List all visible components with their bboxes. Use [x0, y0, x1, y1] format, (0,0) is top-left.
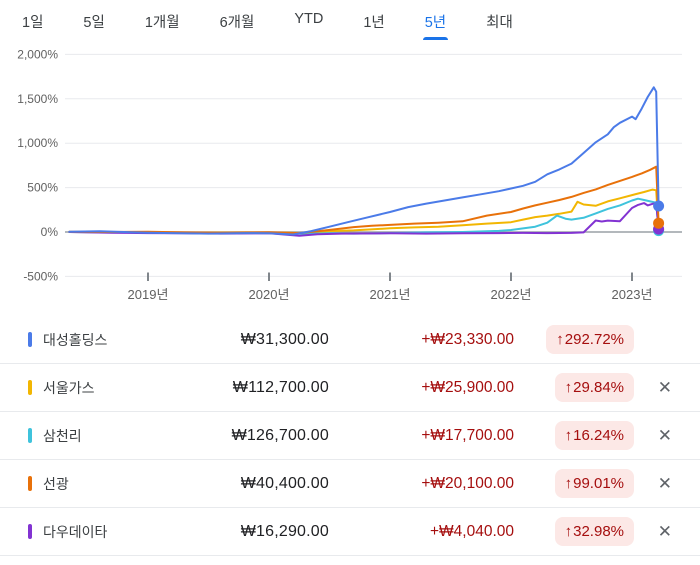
stock-name[interactable]: 서울가스: [43, 379, 95, 396]
stock-price-change: +₩23,330.00: [421, 330, 514, 348]
stock-price: ₩16,290.00: [240, 522, 329, 540]
watchlist-row-대성홀딩스: 대성홀딩스 ₩31,300.00 +₩23,330.00 ↑292.72%: [0, 316, 700, 364]
percent-badge-cell: ↑32.98%: [514, 517, 634, 546]
series-color-marker: [28, 476, 32, 491]
watchlist-row-다우데이타: 다우데이타 ₩16,290.00 +₩4,040.00 ↑32.98% ✕: [0, 508, 700, 556]
price-chart[interactable]: 2,000% 1,500% 1,000% 500% 0% -500% 2019년 2020년 2…: [0, 40, 700, 316]
stock-name[interactable]: 삼천리: [43, 427, 82, 444]
series-endpoint-선광: [653, 217, 665, 229]
stock-name[interactable]: 선광: [43, 475, 69, 492]
up-arrow-icon: ↑: [564, 427, 573, 444]
x-axis-label: 2021년: [370, 287, 411, 302]
stock-price-change: +₩17,700.00: [421, 426, 514, 444]
stock-price-change: +₩25,900.00: [421, 378, 514, 396]
percent-change-value: 99.01%: [573, 475, 624, 492]
tab-5일[interactable]: 5일: [81, 0, 106, 40]
series-color-marker: [28, 428, 32, 443]
stock-price-change: +₩4,040.00: [429, 522, 514, 540]
series-endpoint-대성홀딩스: [653, 200, 665, 212]
y-axis-label: 1,500%: [17, 92, 58, 106]
up-arrow-icon: ↑: [564, 379, 573, 396]
watchlist-row-선광: 선광 ₩40,400.00 +₩20,100.00 ↑99.01% ✕: [0, 460, 700, 508]
stock-price-change: +₩20,100.00: [421, 474, 514, 492]
percent-change-value: 292.72%: [564, 331, 624, 348]
remove-stock-button[interactable]: ✕: [652, 421, 678, 450]
percent-change-value: 32.98%: [573, 523, 624, 540]
remove-cell: ✕: [634, 421, 678, 450]
series-color-marker: [28, 524, 32, 539]
percent-change-badge: ↑32.98%: [554, 517, 634, 546]
time-range-tabs: 1일 5일 1개월 6개월 YTD 1년 5년 최대: [0, 0, 700, 40]
tab-1일[interactable]: 1일: [20, 0, 45, 40]
x-axis-label: 2019년: [128, 287, 169, 302]
tab-YTD[interactable]: YTD: [292, 0, 325, 35]
y-axis-label: -500%: [23, 269, 58, 283]
series-color-marker: [28, 380, 32, 395]
percent-badge-cell: ↑99.01%: [514, 469, 634, 498]
percent-change-value: 16.24%: [573, 427, 624, 444]
series-color-marker: [28, 332, 32, 347]
remove-stock-button[interactable]: ✕: [652, 469, 678, 498]
watchlist-table: 대성홀딩스 ₩31,300.00 +₩23,330.00 ↑292.72% 서울가스 ₩1…: [0, 316, 700, 556]
x-axis-label: 2023년: [612, 287, 653, 302]
percent-change-badge: ↑99.01%: [554, 469, 634, 498]
tab-최대[interactable]: 최대: [484, 0, 515, 40]
x-axis-label: 2020년: [249, 287, 290, 302]
stock-name[interactable]: 다우데이타: [43, 523, 108, 540]
remove-stock-button[interactable]: ✕: [652, 373, 678, 402]
series-line-대성홀딩스: [68, 86, 660, 236]
series-line-삼천리: [68, 197, 660, 235]
percent-change-badge: ↑16.24%: [554, 421, 634, 450]
remove-stock-button[interactable]: ✕: [652, 517, 678, 546]
tab-1개월[interactable]: 1개월: [143, 0, 182, 40]
percent-change-value: 29.84%: [573, 379, 624, 396]
chart-canvas[interactable]: 2,000% 1,500% 1,000% 500% 0% -500% 2019년 2020년 2…: [0, 40, 700, 316]
percent-change-badge: ↑292.72%: [546, 325, 634, 354]
y-axis-label: 0%: [41, 225, 59, 239]
stock-price: ₩112,700.00: [232, 378, 329, 396]
stock-price: ₩40,400.00: [240, 474, 329, 492]
watchlist-row-삼천리: 삼천리 ₩126,700.00 +₩17,700.00 ↑16.24% ✕: [0, 412, 700, 460]
watchlist-row-서울가스: 서울가스 ₩112,700.00 +₩25,900.00 ↑29.84% ✕: [0, 364, 700, 412]
remove-cell: ✕: [634, 469, 678, 498]
tab-5년[interactable]: 5년: [422, 0, 449, 40]
tab-6개월[interactable]: 6개월: [218, 0, 257, 40]
y-axis-label: 1,000%: [17, 136, 58, 150]
stock-name[interactable]: 대성홀딩스: [43, 331, 108, 348]
percent-badge-cell: ↑29.84%: [514, 373, 634, 402]
remove-cell: ✕: [634, 373, 678, 402]
tab-1년[interactable]: 1년: [361, 0, 386, 40]
remove-cell: ✕: [634, 517, 678, 546]
series-line-선광: [68, 165, 660, 235]
stock-price: ₩31,300.00: [240, 330, 329, 348]
y-axis-label: 500%: [27, 181, 58, 195]
up-arrow-icon: ↑: [564, 475, 573, 492]
x-axis-label: 2022년: [491, 287, 532, 302]
stock-price: ₩126,700.00: [231, 426, 329, 444]
percent-change-badge: ↑29.84%: [554, 373, 634, 402]
percent-badge-cell: ↑292.72%: [514, 325, 634, 354]
percent-badge-cell: ↑16.24%: [514, 421, 634, 450]
y-axis-label: 2,000%: [17, 47, 58, 61]
up-arrow-icon: ↑: [564, 523, 573, 540]
up-arrow-icon: ↑: [556, 331, 564, 348]
